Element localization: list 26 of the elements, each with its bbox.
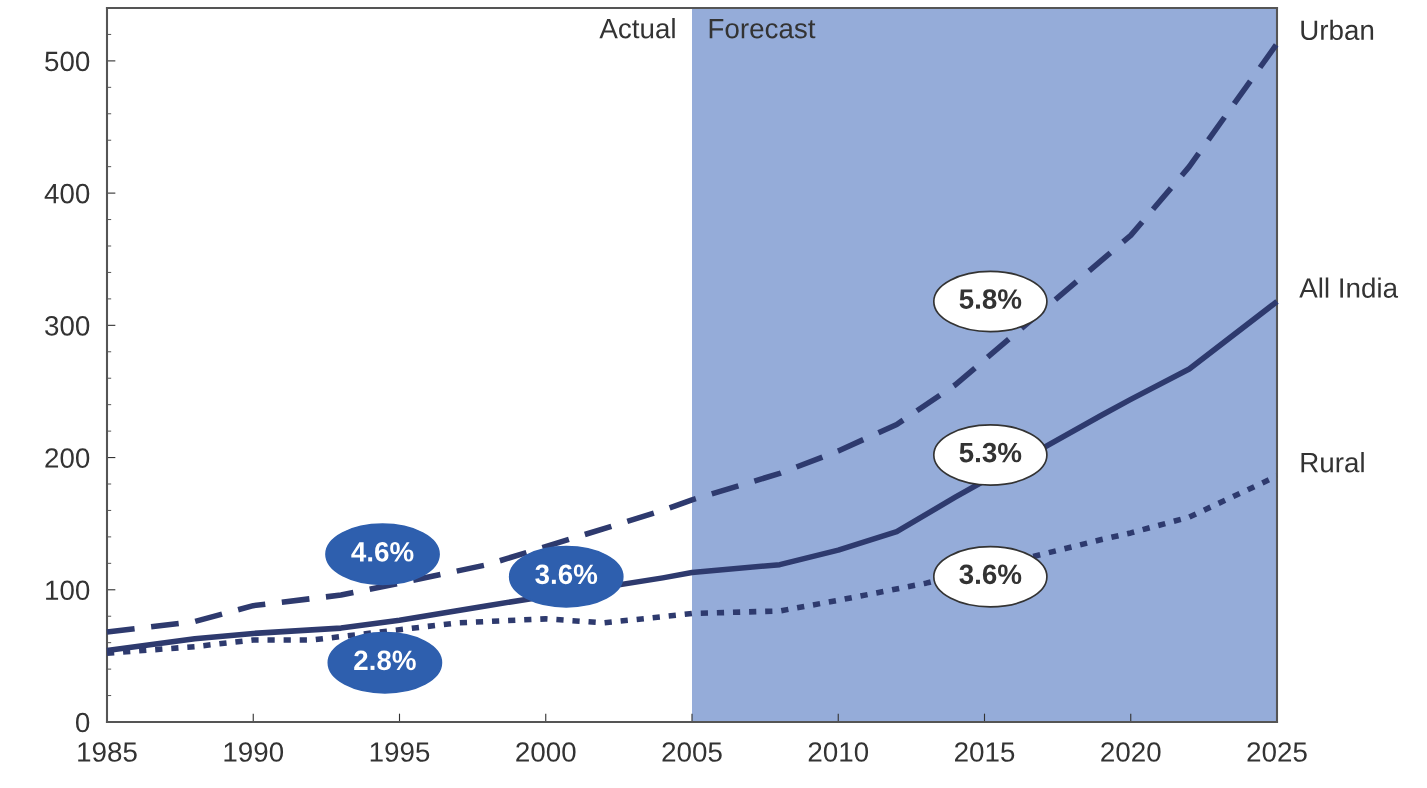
annotation: 3.6%: [959, 564, 1022, 585]
y-tick-label: 200: [45, 448, 90, 468]
series-label: All India: [1299, 277, 1399, 298]
y-tick-label: 300: [45, 316, 90, 336]
annotation: 5.3%: [959, 442, 1022, 463]
x-tick-label: 2005: [662, 742, 722, 762]
annotation: Actual: [599, 18, 675, 39]
band-label: Forecast: [709, 19, 816, 39]
annotation: 4.6%: [351, 542, 414, 562]
y-tick-label: 400: [44, 183, 90, 204]
x-tick-label: 1995: [370, 742, 430, 762]
x-tick-label: 2015: [955, 742, 1015, 762]
x-tick-label: 1985: [78, 742, 137, 762]
x-tick-label: 2020: [1101, 742, 1161, 762]
y-tick-label: 0: [75, 712, 90, 733]
x-tick-label: 2025: [1247, 742, 1307, 762]
annotation: 3.6%: [535, 564, 598, 585]
series-label: Rural: [1301, 452, 1364, 473]
annotation: 2.8%: [354, 650, 416, 671]
x-tick-label: 2000: [516, 742, 576, 762]
y-tick-label: 500: [45, 51, 90, 72]
annotation: 5.8%: [959, 289, 1022, 309]
series-label: Urban: [1301, 19, 1374, 41]
y-tick-label: 100: [46, 580, 90, 601]
x-tick-label: 1990: [224, 742, 284, 762]
x-tick-label: 2010: [808, 742, 869, 762]
